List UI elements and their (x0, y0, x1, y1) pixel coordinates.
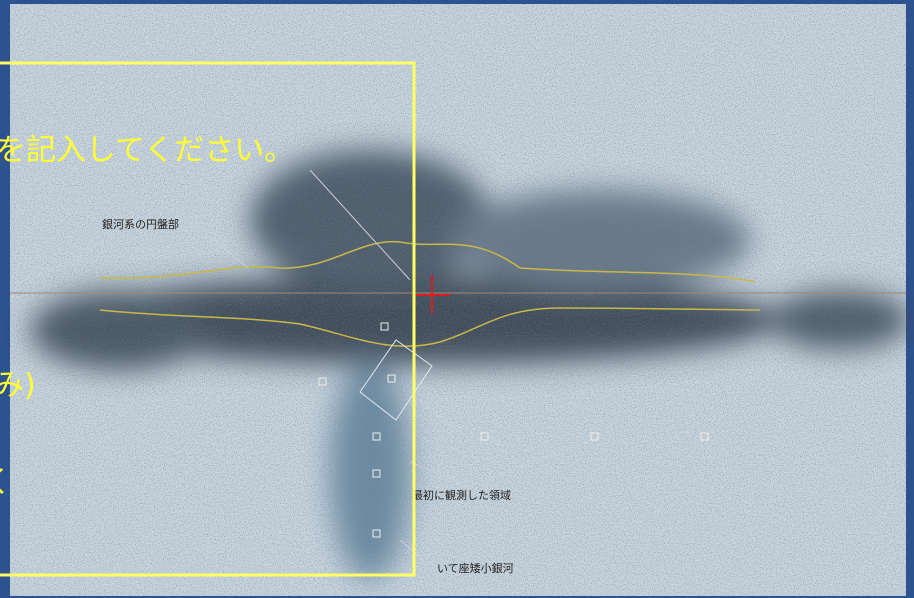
slide-text: を記入してください。 (0, 133, 294, 168)
image-label: 最初に観測した領域 (412, 488, 511, 502)
galactic-center-cross (414, 275, 450, 313)
image-label: 銀河系の円盤部 (102, 217, 179, 231)
leader-lines (199, 169, 591, 567)
star-map-image: 銀河系の円盤部 最初に観測した領域 いて座矮小銀河 (10, 4, 910, 596)
field-squares (318, 322, 709, 538)
observed-field (359, 339, 433, 421)
image-label: いて座矮小銀河 (437, 561, 514, 575)
disk-outline-upper (99, 240, 756, 283)
disk-outline-lower (99, 307, 761, 347)
slide-text: み) (0, 368, 36, 403)
slide-text: く (0, 465, 12, 500)
highlight-frame (0, 61, 416, 577)
star-noise (10, 4, 906, 596)
